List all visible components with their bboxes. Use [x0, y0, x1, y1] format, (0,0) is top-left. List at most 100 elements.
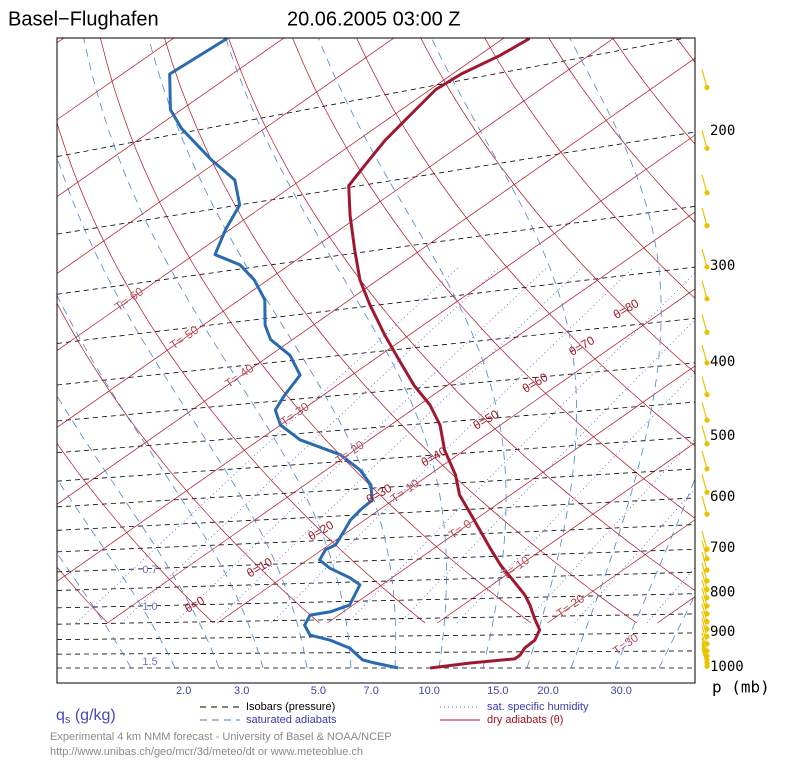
isobar [57, 362, 695, 422]
plot-frame [56, 37, 696, 684]
dewpoint-profile [168, 38, 399, 670]
wind-barb [701, 248, 708, 268]
mixing-ratio-label: 0.7 [142, 564, 157, 576]
isobar-minor [57, 650, 695, 655]
saturated-adiabat [614, 477, 695, 669]
p-tick-label: 500 [710, 428, 735, 444]
isobar-minor [57, 318, 695, 386]
isobar-minor [57, 613, 695, 625]
dry-adiabat [100, 38, 532, 624]
legend-item: sat. specific humidity [487, 701, 589, 713]
saturated-adiabat [57, 156, 308, 669]
saturated-adiabat [57, 478, 176, 669]
wind-barb [701, 280, 708, 299]
p-tick-label: 800 [710, 585, 735, 601]
footer-line: http://www.unibas.ch/geo/mcr/3d/meteo/dt… [50, 746, 363, 758]
dry-adiabat [57, 121, 426, 624]
wind-barb [701, 425, 708, 444]
wind-barb [701, 314, 708, 333]
isotherm [57, 38, 285, 198]
isobar-minor [57, 38, 688, 157]
isotherm [547, 519, 695, 624]
dry-adiabat [356, 38, 695, 447]
theta-label: θ=10 [244, 555, 275, 581]
isotherm [57, 38, 175, 121]
mixing-ratio-label: 1.5 [142, 656, 157, 668]
wind-barb [701, 344, 708, 364]
wind-barb [701, 207, 708, 226]
isobar [57, 131, 695, 235]
saturated-adiabat [83, 38, 352, 669]
mixing-ratio-label: 3.0 [234, 685, 249, 697]
p-tick-label: 700 [710, 540, 735, 556]
wind-dot [704, 466, 710, 472]
isotherm [57, 38, 505, 351]
isotherm [57, 38, 65, 44]
dry-adiabat [676, 38, 695, 63]
wind-dot [704, 586, 710, 593]
wind-dot [704, 417, 710, 423]
wind-barb [701, 595, 708, 615]
mixing-ratio-label: 15.0 [487, 685, 508, 697]
wind-dot [704, 190, 710, 196]
qs-sub: s [65, 714, 71, 726]
wind-dot [704, 84, 710, 91]
mixing-ratio-label: 5.0 [311, 685, 326, 697]
wind-barb [701, 644, 708, 664]
temperature-profile [347, 38, 542, 670]
dry-adiabat [0, 8, 2, 623]
isotherm [217, 288, 695, 624]
wind-barb [701, 603, 708, 622]
p-tick-label: 300 [710, 258, 735, 274]
isobar [57, 632, 695, 640]
wind-dot [704, 441, 710, 447]
saturated-adiabat [658, 594, 695, 669]
mixing-ratio-label: 7.0 [364, 685, 379, 697]
p-tick-label: 400 [710, 354, 735, 370]
wind-barb [701, 579, 708, 598]
wind-barb [701, 641, 708, 660]
wind-dot [704, 145, 710, 151]
p-tick-label: 1000 [710, 659, 744, 675]
isotherm [57, 57, 695, 505]
wind-barb [701, 618, 708, 637]
saturated-adiabat [317, 38, 507, 669]
isotherm-label: T= 0 [446, 516, 474, 542]
dry-adiabat [57, 442, 214, 624]
saturated-adiabat [57, 552, 132, 669]
mixing-ratio-label: 10.0 [419, 685, 440, 697]
p-axis-label: p (mb) [712, 678, 770, 697]
isotherm [57, 38, 395, 275]
isobar [57, 497, 695, 531]
wind-barb [701, 495, 708, 515]
p-tick-label: 600 [710, 489, 735, 505]
wind-dot [704, 360, 710, 366]
qs-symbol: q [56, 707, 65, 724]
wind-dot [704, 223, 710, 229]
wind-dot [704, 578, 710, 584]
wind-barb [701, 531, 708, 550]
wind-barb [701, 551, 708, 571]
isobar [57, 593, 695, 609]
wind-dot [704, 546, 710, 552]
isotherm-label: T=-30 [278, 399, 312, 429]
isotherm [107, 211, 695, 624]
dry-adiabat [292, 38, 695, 519]
saturated-adiabat [57, 395, 220, 669]
wind-dot [704, 264, 710, 270]
diagram-grid [0, 8, 800, 669]
wind-dot [704, 567, 710, 573]
wind-dot [704, 392, 710, 398]
wind-dot [704, 329, 710, 335]
wind-barb [701, 571, 708, 590]
isotherm [57, 38, 615, 428]
mixing-ratio-label: 20.0 [537, 685, 558, 697]
p-tick-label: 900 [710, 624, 735, 640]
isotherm [437, 442, 695, 624]
isotherm-label: T=-40 [222, 361, 256, 391]
theta-label: θ=60 [520, 370, 551, 396]
wind-barb [701, 625, 708, 644]
dry-adiabat [57, 302, 320, 624]
isotherm [767, 8, 800, 623]
wind-dot [704, 511, 710, 517]
